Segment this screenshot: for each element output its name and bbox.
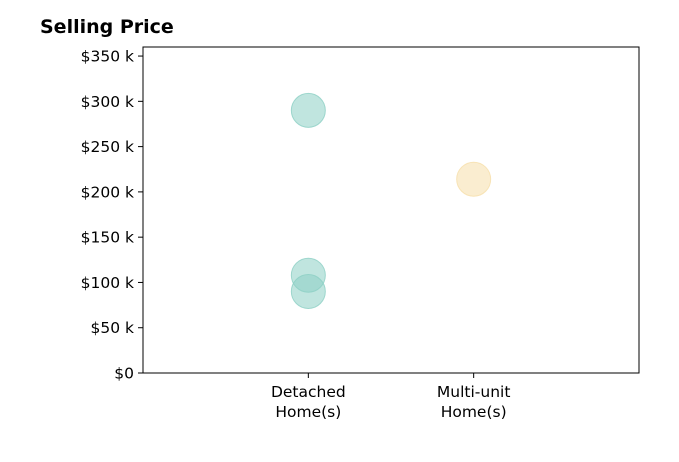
y-axis: $0 $50 k $100 k $150 k $200 k $250 k $300 k $35… xyxy=(81,48,143,383)
data-point xyxy=(290,274,326,309)
y-tick-label: $300 k xyxy=(81,93,134,111)
y-tick-label: $200 k xyxy=(81,183,134,201)
y-tick-label: $0 xyxy=(114,365,134,383)
y-tick-label: $150 k xyxy=(81,229,134,247)
data-point xyxy=(290,92,326,128)
data-points xyxy=(290,92,492,309)
x-tick-label: Detached Home(s) xyxy=(271,383,346,421)
chart-title: Selling Price xyxy=(40,16,174,38)
y-tick-label: $250 k xyxy=(81,138,134,156)
y-tick-label: $50 k xyxy=(91,319,135,337)
y-tick-label: $350 k xyxy=(81,48,134,66)
x-tick-label: Multi-unit Home(s) xyxy=(437,383,511,421)
x-axis: Detached Home(s) Multi-unit Home(s) xyxy=(271,373,510,421)
y-tick-label: $100 k xyxy=(81,274,134,292)
plot-area-frame xyxy=(142,46,640,374)
data-point xyxy=(456,161,492,197)
